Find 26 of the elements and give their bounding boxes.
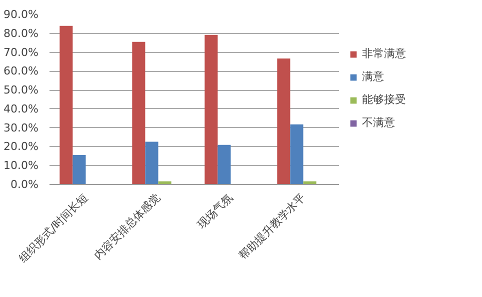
x-tick-label: 帮助提升教学水平 bbox=[236, 190, 308, 262]
legend-label: 能够接受 bbox=[362, 92, 406, 107]
y-tick-label: 60.0% bbox=[4, 64, 39, 78]
legend-label: 不满意 bbox=[362, 115, 395, 130]
x-tick-label: 组织形式/时间长短 bbox=[16, 190, 90, 265]
y-tick-label: 80.0% bbox=[4, 26, 39, 40]
bar bbox=[218, 144, 231, 184]
bar bbox=[277, 58, 290, 184]
legend-label: 非常满意 bbox=[362, 46, 406, 61]
y-tick-label: 10.0% bbox=[4, 159, 39, 172]
y-tick-label: 40.0% bbox=[4, 102, 39, 116]
y-tick-label: 20.0% bbox=[4, 140, 39, 154]
y-tick-label: 90.0% bbox=[4, 8, 39, 21]
x-tick-label: 内容安排总体感觉 bbox=[91, 190, 163, 262]
bar bbox=[145, 142, 158, 184]
bar bbox=[132, 42, 146, 184]
bar bbox=[60, 26, 73, 184]
y-tick-label: 50.0% bbox=[4, 84, 39, 97]
bar bbox=[204, 34, 218, 184]
y-tick-label: 0.0% bbox=[10, 178, 39, 191]
bar bbox=[290, 124, 304, 184]
bar bbox=[72, 155, 86, 184]
legend-label: 满意 bbox=[362, 69, 384, 84]
y-tick-label: 30.0% bbox=[4, 121, 39, 134]
y-tick-label: 70.0% bbox=[4, 46, 39, 59]
x-tick-label: 现场气氛 bbox=[195, 190, 236, 232]
